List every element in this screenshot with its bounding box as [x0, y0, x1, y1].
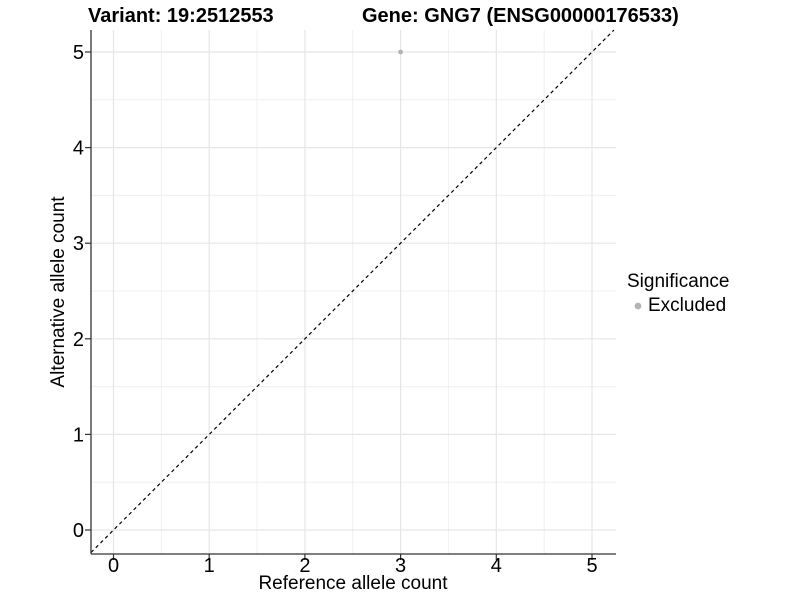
legend-entry-label: Excluded: [648, 295, 727, 316]
legend-title: Significance: [627, 271, 730, 292]
plot-title-variant: Variant: 19:2512553: [88, 5, 274, 27]
plot-title-gene: Gene: GNG7 (ENSG00000176533): [362, 5, 679, 27]
y-tick-label: 3: [73, 233, 84, 255]
legend-point-icon: [634, 302, 642, 310]
y-axis-title: Alternative allele count: [48, 196, 69, 388]
minor-gridlines: [91, 30, 616, 554]
x-tick-label: 0: [108, 555, 119, 577]
y-tick-labels: 5 4 3 2 1 0: [73, 42, 84, 542]
x-tick-label: 1: [204, 555, 215, 577]
x-tick-label: 5: [586, 555, 597, 577]
x-axis-title: Reference allele count: [258, 573, 448, 594]
data-point-excluded: [398, 49, 403, 55]
legend: Significance Excluded: [627, 271, 729, 317]
y-tick-label: 0: [73, 520, 84, 542]
x-axis-ticks: [112, 554, 593, 560]
x-tick-label: 2: [299, 555, 310, 577]
y-tick-label: 4: [73, 138, 84, 160]
y-axis-ticks: [85, 51, 91, 531]
x-tick-label: 4: [491, 555, 502, 577]
y-tick-label: 1: [73, 424, 84, 446]
y-tick-label: 2: [73, 329, 84, 351]
identity-reference-line: [90, 29, 615, 553]
x-tick-label: 3: [395, 555, 406, 577]
x-tick-labels: 0 1 2 3 4 5: [108, 555, 598, 577]
y-tick-label: 5: [73, 42, 84, 64]
legend-entry-excluded: Excluded: [632, 295, 729, 317]
major-gridlines: [91, 30, 616, 554]
